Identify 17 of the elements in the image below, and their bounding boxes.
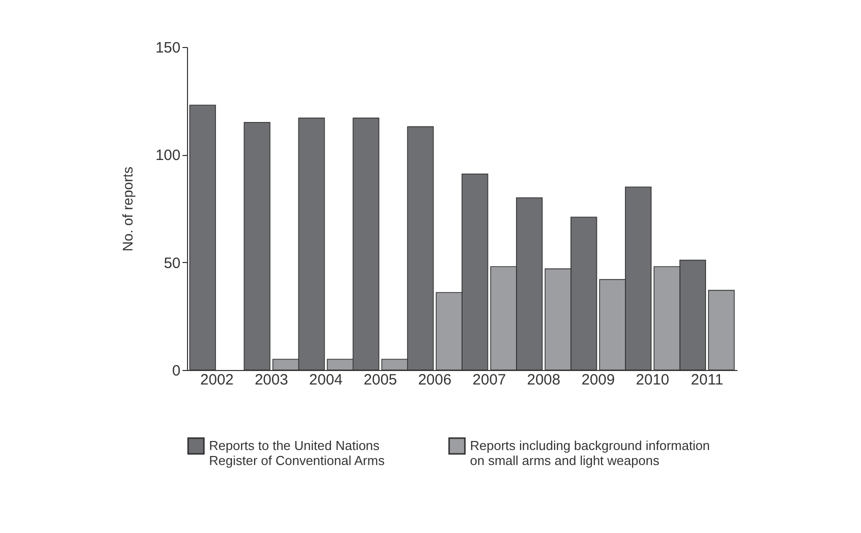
x-tick-label: 2006: [418, 372, 452, 388]
y-tick-label: 0: [172, 362, 180, 380]
legend-label: Reports including background information on small arms and light weapons: [470, 438, 710, 468]
y-tick-label: 50: [164, 254, 180, 272]
x-tick-label: 2009: [581, 372, 615, 388]
y-tick-label: 150: [155, 40, 180, 56]
x-tick-label: 2007: [472, 372, 506, 388]
x-tick-label: 2002: [200, 372, 234, 388]
x-tick-label: 2010: [636, 372, 670, 388]
x-tick-label: 2008: [526, 372, 560, 388]
y-axis-title: No. of reports: [119, 166, 136, 252]
x-tick-label: 2005: [364, 372, 398, 388]
x-tick-label: 2004: [309, 372, 343, 388]
x-tick-label: 2011: [690, 372, 724, 388]
legend-label: Reports to the United Nations Register of Conventional Arms: [209, 438, 386, 468]
y-tick-label: 100: [155, 147, 180, 164]
x-tick-label: 2003: [254, 372, 288, 388]
